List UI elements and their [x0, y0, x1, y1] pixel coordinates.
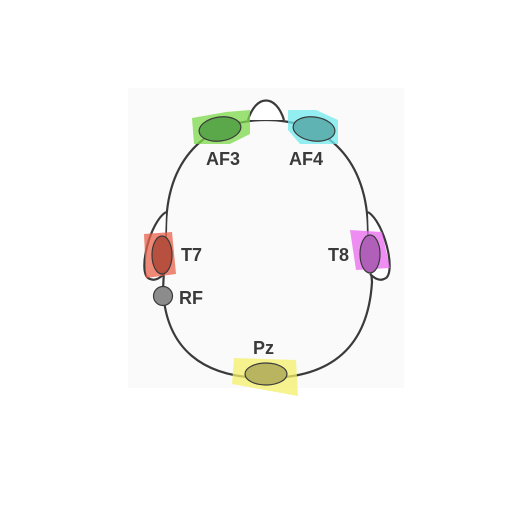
af4-sensor — [292, 116, 336, 142]
af3-label: AF3 — [206, 149, 240, 169]
electrode-t8: T8 — [328, 230, 390, 274]
af4-label: AF4 — [289, 149, 323, 169]
af3-sensor — [198, 116, 242, 142]
electrode-rf: RF — [152, 285, 203, 308]
t8-label: T8 — [328, 245, 349, 265]
rf-sensor — [152, 285, 174, 307]
rf-label: RF — [179, 288, 203, 308]
nose-outline — [246, 99, 286, 121]
pz-sensor — [244, 362, 288, 386]
t8-sensor — [359, 234, 381, 274]
pz-label: Pz — [253, 338, 274, 358]
electrode-t7: T7 — [144, 232, 202, 278]
t7-label: T7 — [181, 245, 202, 265]
electrode-af4: AF4 — [288, 110, 338, 169]
electrode-pz: Pz — [232, 338, 298, 396]
t7-sensor — [151, 235, 173, 275]
electrode-af3: AF3 — [192, 110, 250, 169]
